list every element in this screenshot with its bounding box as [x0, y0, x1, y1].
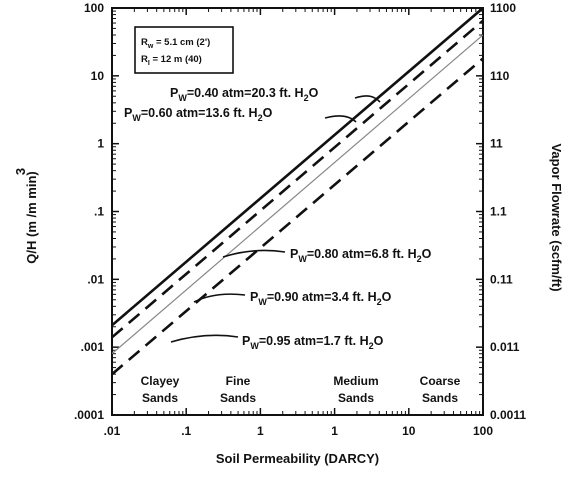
x-axis-label: Soil Permeability (DARCY)	[216, 451, 379, 466]
y-tick-label-left: .1	[94, 205, 104, 219]
annotation-leader-1	[354, 95, 381, 103]
x-tick-label: .01	[104, 424, 121, 438]
annotation-1: PW=0.40 atm=20.3 ft. H2O	[170, 86, 319, 103]
series-line-4	[112, 57, 483, 376]
y-tick-label-left: .001	[81, 340, 105, 354]
annotation-2: PW=0.60 atm=13.6 ft. H2O	[124, 106, 273, 123]
x-tick-label: .1	[181, 424, 191, 438]
plot-area: .01.1 1 1 10 100.0001 0.0011.001 0.011.01 0.11.…	[13, 1, 564, 466]
soil-type-sublabel-3: Sands	[338, 391, 374, 405]
soil-type-sublabel-4: Sands	[422, 391, 458, 405]
y-axis-label-left: Q/H (m /m min)	[24, 171, 39, 263]
y-tick-label-right: 11	[490, 137, 503, 151]
x-tick-label: 100	[473, 424, 493, 438]
y-tick-label-left: .0001	[74, 408, 104, 422]
legend-line-1: Rw = 5.1 cm (2')	[141, 37, 210, 50]
y-tick-label-left: .01	[87, 272, 104, 286]
annotation-3: PW=0.80 atm=6.8 ft. H2O	[290, 247, 432, 264]
y-tick-label-right: 0.0011	[490, 408, 526, 422]
y-tick-label-right: 110	[490, 69, 510, 83]
x-tick-label: 1	[331, 424, 338, 438]
y-axis-label-superscript: 3	[13, 168, 28, 175]
x-tick-label: 10	[402, 424, 416, 438]
y-tick-label-right: 0.011	[490, 340, 520, 354]
y-axis-label-right: Vapor Flowrate (scfm/ft)	[549, 143, 564, 291]
annotation-leader-4	[193, 293, 246, 303]
annotation-5: PW=0.95 atm=1.7 ft. H2O	[242, 334, 384, 351]
soil-type-sublabel-2: Sands	[220, 391, 256, 405]
soil-type-label-2: Fine	[226, 374, 251, 388]
y-tick-label-left: 10	[91, 69, 105, 83]
annotation-leader-5	[170, 334, 239, 343]
y-tick-label-right: 1100	[490, 1, 516, 15]
series-line-3	[112, 34, 483, 355]
series-line-2	[112, 19, 483, 339]
soil-type-label-4: Coarse	[420, 374, 461, 388]
soil-type-label-3: Medium	[333, 374, 378, 388]
annotation-4: PW=0.90 atm=3.4 ft. H2O	[250, 290, 392, 307]
y-tick-label-right: 1.1	[490, 205, 507, 219]
soil-type-sublabel-1: Sands	[142, 391, 178, 405]
x-tick-label: 1	[257, 424, 264, 438]
legend-box	[134, 26, 234, 74]
annotation-leader-2	[324, 115, 357, 123]
legend-line-2: RI = 12 m (40)	[141, 54, 202, 67]
annotation-leader-3	[222, 249, 286, 258]
soil-type-label-1: Clayey	[141, 374, 180, 388]
series-line-1	[112, 8, 483, 327]
y-tick-label-left: 1	[97, 137, 104, 151]
y-tick-label-left: 100	[84, 1, 104, 15]
y-tick-label-right: 0.11	[490, 272, 513, 286]
